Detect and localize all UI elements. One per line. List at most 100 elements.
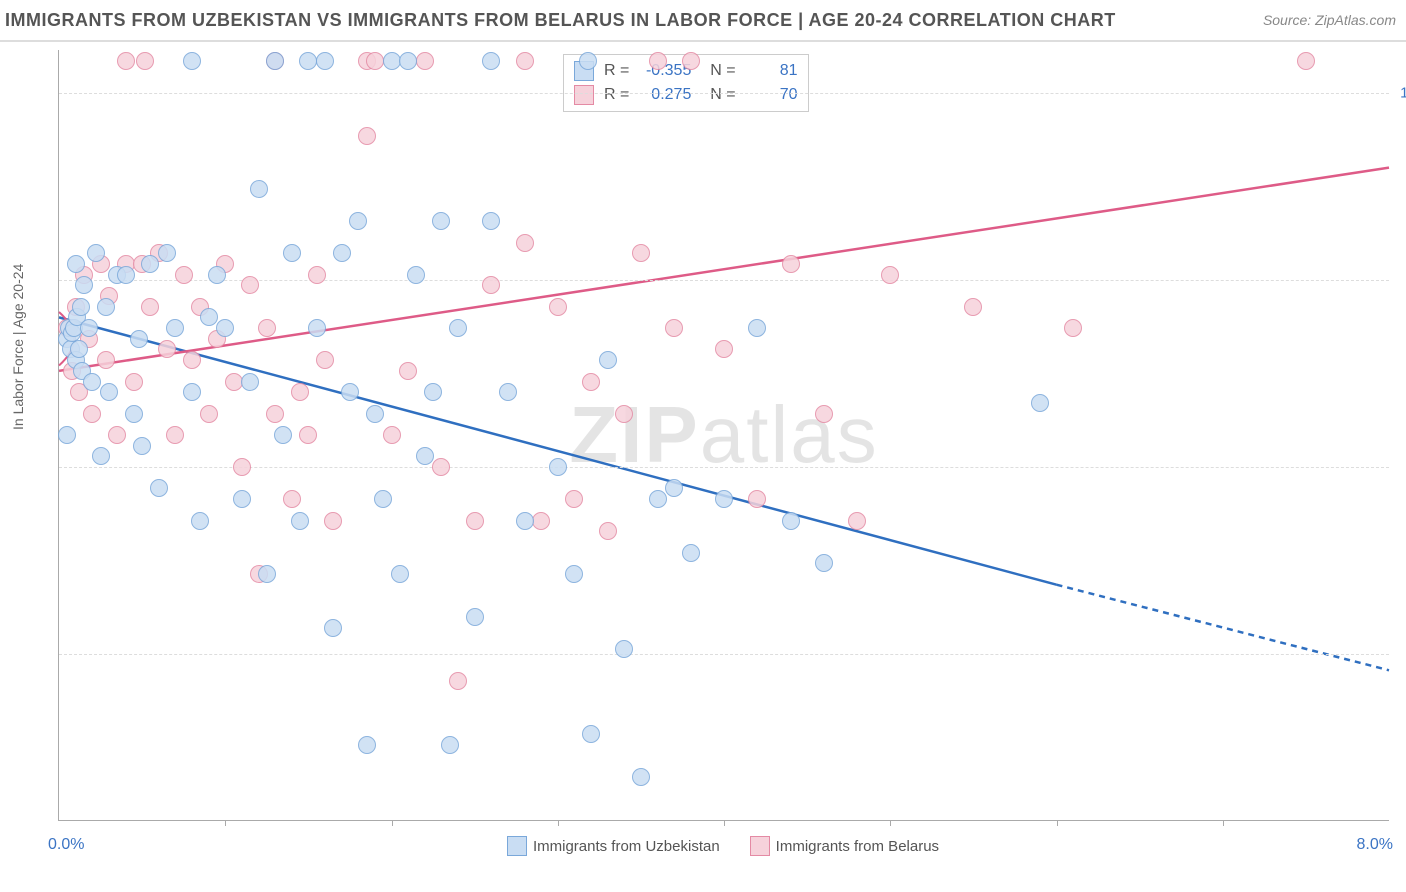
data-point-belarus	[516, 52, 534, 70]
data-point-uzbekistan	[216, 319, 234, 337]
data-point-uzbekistan	[150, 479, 168, 497]
data-point-uzbekistan	[782, 512, 800, 530]
data-point-belarus	[1064, 319, 1082, 337]
data-point-belarus	[582, 373, 600, 391]
data-point-uzbekistan	[324, 619, 342, 637]
data-point-belarus	[432, 458, 450, 476]
data-point-uzbekistan	[117, 266, 135, 284]
data-point-belarus	[649, 52, 667, 70]
stats-row-belarus: R =0.275 N =70	[574, 83, 798, 107]
legend-item-uzbekistan: Immigrants from Uzbekistan	[507, 836, 720, 856]
data-point-uzbekistan	[208, 266, 226, 284]
data-point-belarus	[83, 405, 101, 423]
data-point-belarus	[233, 458, 251, 476]
data-point-uzbekistan	[349, 212, 367, 230]
y-tick-label: 65.0%	[1396, 459, 1406, 476]
data-point-belarus	[258, 319, 276, 337]
data-point-uzbekistan	[83, 373, 101, 391]
chart-plot-area: ZIPatlas R =-0.355 N =81 R =0.275 N =70 …	[58, 50, 1389, 821]
data-point-uzbekistan	[133, 437, 151, 455]
data-point-uzbekistan	[100, 383, 118, 401]
data-point-uzbekistan	[424, 383, 442, 401]
data-point-uzbekistan	[383, 52, 401, 70]
data-point-uzbekistan	[308, 319, 326, 337]
data-point-uzbekistan	[499, 383, 517, 401]
data-point-belarus	[549, 298, 567, 316]
data-point-belarus	[682, 52, 700, 70]
data-point-uzbekistan	[87, 244, 105, 262]
data-point-uzbekistan	[58, 426, 76, 444]
data-point-uzbekistan	[166, 319, 184, 337]
data-point-uzbekistan	[582, 725, 600, 743]
data-point-uzbekistan	[1031, 394, 1049, 412]
data-point-belarus	[715, 340, 733, 358]
data-point-uzbekistan	[72, 298, 90, 316]
data-point-belarus	[241, 276, 259, 294]
data-point-uzbekistan	[441, 736, 459, 754]
data-point-uzbekistan	[283, 244, 301, 262]
x-series-legend: Immigrants from Uzbekistan Immigrants fr…	[58, 836, 1388, 856]
data-point-belarus	[565, 490, 583, 508]
data-point-uzbekistan	[92, 447, 110, 465]
data-point-belarus	[225, 373, 243, 391]
data-point-uzbekistan	[416, 447, 434, 465]
data-point-belarus	[366, 52, 384, 70]
data-point-uzbekistan	[70, 340, 88, 358]
data-point-belarus	[815, 405, 833, 423]
data-point-uzbekistan	[399, 52, 417, 70]
data-point-uzbekistan	[682, 544, 700, 562]
x-tick	[724, 820, 725, 826]
data-point-uzbekistan	[815, 554, 833, 572]
legend-label: Immigrants from Belarus	[776, 838, 939, 855]
data-point-uzbekistan	[233, 490, 251, 508]
swatch-uzbekistan	[507, 836, 527, 856]
data-point-uzbekistan	[358, 736, 376, 754]
data-point-belarus	[532, 512, 550, 530]
x-tick	[1057, 820, 1058, 826]
data-point-uzbekistan	[200, 308, 218, 326]
data-point-belarus	[141, 298, 159, 316]
data-point-uzbekistan	[482, 212, 500, 230]
data-point-uzbekistan	[258, 565, 276, 583]
legend-item-belarus: Immigrants from Belarus	[750, 836, 939, 856]
data-point-uzbekistan	[75, 276, 93, 294]
data-point-belarus	[964, 298, 982, 316]
data-point-uzbekistan	[391, 565, 409, 583]
data-point-uzbekistan	[158, 244, 176, 262]
chart-title: IMMIGRANTS FROM UZBEKISTAN VS IMMIGRANTS…	[5, 10, 1116, 31]
data-point-belarus	[399, 362, 417, 380]
x-tick	[558, 820, 559, 826]
y-tick-label: 100.0%	[1396, 84, 1406, 101]
data-point-belarus	[599, 522, 617, 540]
data-point-belarus	[316, 351, 334, 369]
data-point-uzbekistan	[579, 52, 597, 70]
data-point-uzbekistan	[141, 255, 159, 273]
source-attribution: Source: ZipAtlas.com	[1263, 12, 1396, 28]
data-point-uzbekistan	[183, 52, 201, 70]
data-point-belarus	[615, 405, 633, 423]
data-point-uzbekistan	[649, 490, 667, 508]
data-point-uzbekistan	[191, 512, 209, 530]
data-point-belarus	[291, 383, 309, 401]
data-point-belarus	[117, 52, 135, 70]
data-point-uzbekistan	[482, 52, 500, 70]
data-point-uzbekistan	[266, 52, 284, 70]
title-bar: IMMIGRANTS FROM UZBEKISTAN VS IMMIGRANTS…	[0, 0, 1406, 42]
data-point-uzbekistan	[516, 512, 534, 530]
data-point-uzbekistan	[316, 52, 334, 70]
swatch-belarus	[574, 85, 594, 105]
gridline-h	[59, 467, 1389, 468]
data-point-uzbekistan	[250, 180, 268, 198]
data-point-belarus	[308, 266, 326, 284]
y-tick-label: 82.5%	[1396, 271, 1406, 288]
data-point-uzbekistan	[466, 608, 484, 626]
data-point-uzbekistan	[341, 383, 359, 401]
data-point-belarus	[200, 405, 218, 423]
data-point-uzbekistan	[291, 512, 309, 530]
data-point-uzbekistan	[407, 266, 425, 284]
data-point-uzbekistan	[183, 383, 201, 401]
trend-lines-layer	[59, 50, 1389, 820]
data-point-uzbekistan	[632, 768, 650, 786]
data-point-uzbekistan	[615, 640, 633, 658]
data-point-belarus	[266, 405, 284, 423]
